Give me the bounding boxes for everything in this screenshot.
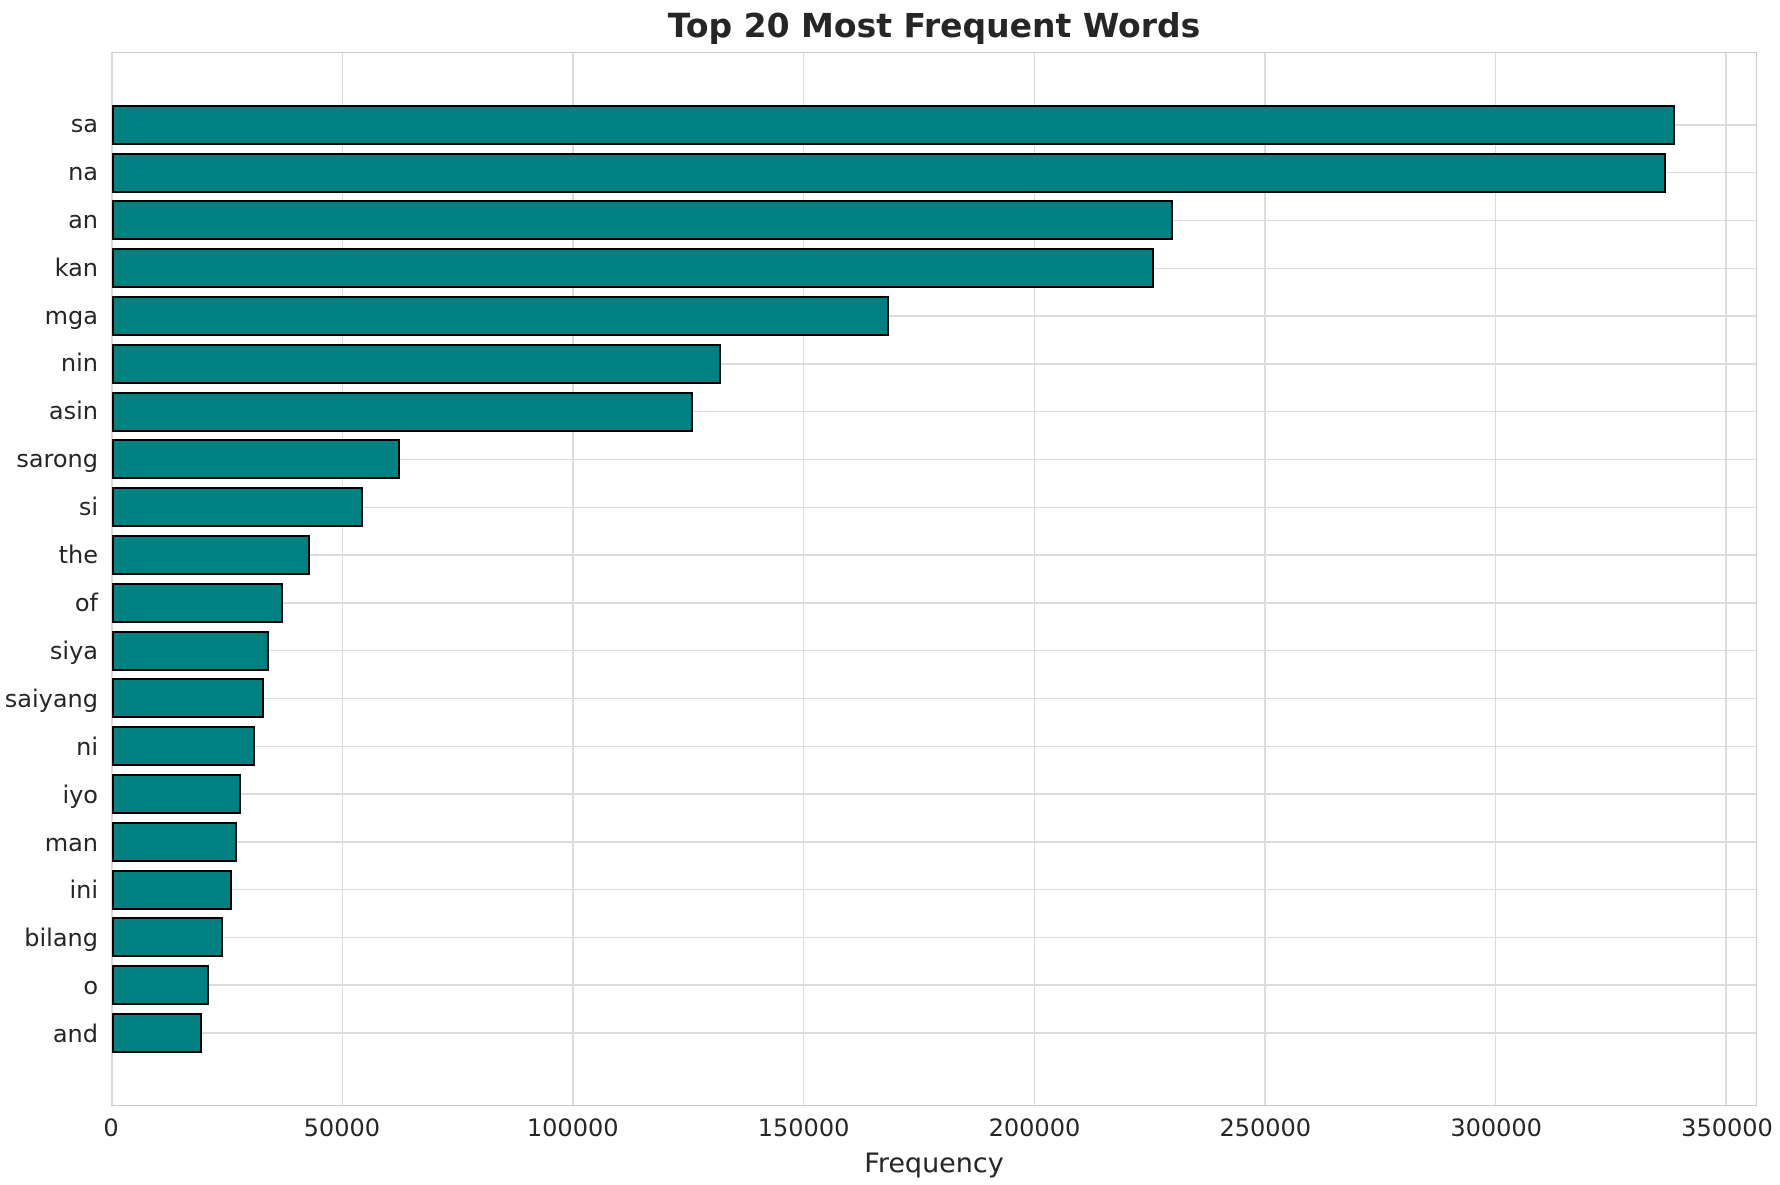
gridline-y-saiyang: [112, 697, 1756, 700]
gridline-x-150000: [802, 53, 805, 1105]
bar-iyo: [112, 774, 242, 815]
gridline-y-nin: [112, 363, 1756, 365]
y-tick-label-asin: asin: [48, 397, 98, 426]
y-tick-label-of: of: [74, 589, 98, 618]
gridline-y-ni: [112, 745, 1756, 747]
bar-an: [112, 200, 1173, 241]
bar-na: [112, 152, 1667, 193]
bar-siya: [112, 630, 269, 671]
y-tick-label-and: and: [52, 1020, 98, 1049]
bar-row-and: [112, 1009, 1756, 1057]
gridline-y-mga: [112, 315, 1756, 317]
gridline-y-and: [112, 1032, 1756, 1034]
gridline-y-of: [112, 602, 1756, 604]
y-tick-label-the: the: [58, 541, 98, 570]
y-tick-label-o: o: [83, 972, 98, 1001]
y-tick-label-saiyang: saiyang: [4, 684, 98, 713]
bar-row-mga: [112, 292, 1756, 340]
gridline-x-350000: [1725, 53, 1727, 1105]
bar-row-nin: [112, 340, 1756, 388]
bar-row-sarong: [112, 436, 1756, 484]
gridline-y-sarong: [112, 458, 1756, 461]
bar-row-si: [112, 483, 1756, 531]
gridline-x-200000: [1033, 53, 1036, 1105]
gridline-y-o: [112, 984, 1756, 986]
bar-row-siya: [112, 627, 1756, 675]
gridline-y-iyo: [112, 793, 1756, 795]
bar-the: [112, 535, 311, 576]
gridline-x-50000: [341, 53, 344, 1105]
gridline-x-100000: [572, 53, 574, 1105]
y-tick-label-ni: ni: [76, 732, 98, 761]
gridline-y-si: [112, 506, 1756, 509]
x-tick-label-150000: 150000: [757, 1114, 850, 1142]
y-tick-label-nin: nin: [60, 349, 98, 378]
y-tick-label-siya: siya: [49, 636, 98, 665]
bar-row-the: [112, 531, 1756, 579]
y-axis-tick-labels: sa na an kan mga nin asin sarong si the of siya saiy…: [0, 52, 98, 1106]
y-tick-label-sarong: sarong: [16, 445, 98, 474]
bar-man: [112, 821, 237, 862]
gridline-y-man: [112, 841, 1756, 843]
bar-rows: [112, 101, 1756, 1057]
bar-row-iyo: [112, 770, 1756, 818]
y-tick-label-iyo: iyo: [62, 780, 98, 809]
gridline-y-the: [112, 554, 1756, 556]
bar-row-man: [112, 818, 1756, 866]
bar-and: [112, 1013, 202, 1054]
y-tick-label-kan: kan: [54, 253, 98, 282]
bar-row-na: [112, 149, 1756, 197]
x-tick-label-250000: 250000: [1219, 1114, 1312, 1142]
gridline-x-0: [111, 53, 113, 1105]
x-tick-label-0: 0: [103, 1114, 119, 1142]
gridline-x-300000: [1494, 53, 1497, 1105]
gridline-x-250000: [1264, 53, 1266, 1105]
x-tick-label-300000: 300000: [1450, 1114, 1542, 1142]
bar-nin: [112, 343, 721, 384]
bar-kan: [112, 248, 1155, 289]
bar-row-ini: [112, 866, 1756, 914]
gridline-y-bilang: [112, 936, 1756, 939]
y-tick-label-bilang: bilang: [24, 924, 98, 953]
x-axis-tick-labels: 0 50000 100000 150000 200000 250000 300000 3500…: [103, 1114, 1772, 1146]
bar-row-ni: [112, 722, 1756, 770]
y-tick-label-sa: sa: [70, 109, 98, 138]
y-tick-label-na: na: [68, 157, 98, 186]
y-tick-label-ini: ini: [69, 876, 98, 905]
bar-asin: [112, 391, 694, 432]
bar-sa: [112, 104, 1676, 145]
gridline-y-ini: [112, 888, 1756, 891]
x-tick-label-350000: 350000: [1681, 1114, 1773, 1142]
bar-mga: [112, 296, 890, 337]
bar-row-asin: [112, 388, 1756, 436]
plot-area: [111, 52, 1757, 1106]
bar-row-saiyang: [112, 675, 1756, 723]
y-tick-label-an: an: [68, 205, 98, 234]
bar-ni: [112, 726, 255, 767]
bar-row-o: [112, 961, 1756, 1009]
x-tick-label-100000: 100000: [526, 1114, 619, 1142]
bar-saiyang: [112, 678, 265, 719]
y-tick-label-man: man: [44, 828, 98, 857]
bar-row-an: [112, 197, 1756, 245]
y-tick-label-mga: mga: [44, 301, 98, 330]
chart-title: Top 20 Most Frequent Words: [667, 6, 1201, 45]
y-tick-label-si: si: [78, 493, 98, 522]
bar-si: [112, 487, 364, 528]
gridline-y-asin: [112, 410, 1756, 413]
bar-of: [112, 582, 283, 623]
x-tick-label-200000: 200000: [988, 1114, 1081, 1142]
bar-sarong: [112, 439, 401, 480]
bar-row-kan: [112, 244, 1756, 292]
x-tick-label-50000: 50000: [303, 1114, 381, 1142]
bar-row-of: [112, 579, 1756, 627]
x-axis-label: Frequency: [864, 1148, 1004, 1179]
gridline-y-siya: [112, 649, 1756, 652]
bar-o: [112, 965, 209, 1006]
bar-ini: [112, 869, 232, 910]
bar-row-bilang: [112, 914, 1756, 962]
bar-row-sa: [112, 101, 1756, 149]
bar-bilang: [112, 917, 223, 958]
